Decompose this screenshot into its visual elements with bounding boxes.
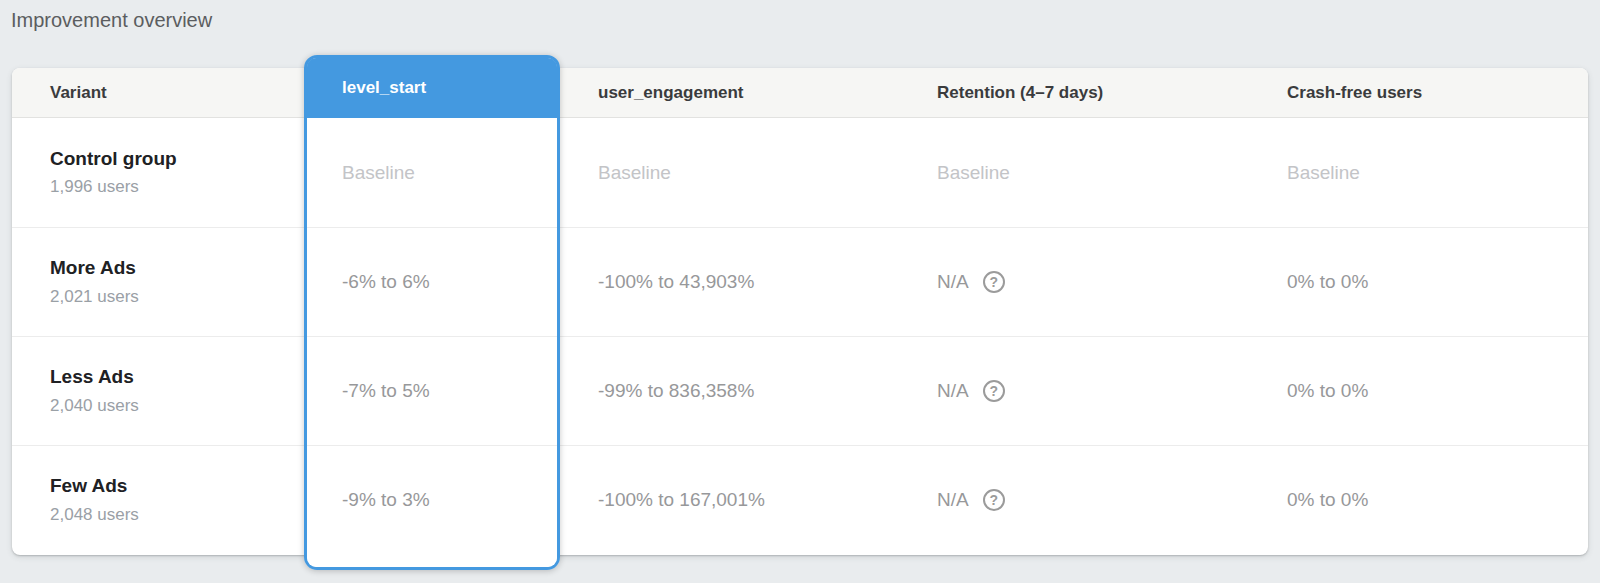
level-start-value: -9% to 3% [342, 489, 430, 511]
level-start-value: -7% to 5% [342, 380, 430, 402]
user-engagement-value: Baseline [598, 162, 671, 184]
retention-cell: Baseline [899, 118, 1249, 227]
crash-free-users-value: 0% to 0% [1287, 380, 1368, 402]
user-engagement-cell: Baseline [560, 118, 899, 227]
retention-value: N/A [937, 271, 969, 293]
level-start-cell: -7% to 5% [304, 337, 560, 445]
help-icon[interactable]: ? [983, 489, 1005, 511]
variant-user-count: 2,040 users [50, 396, 139, 416]
retention-value: Baseline [937, 162, 1010, 184]
crash-free-users-value: Baseline [1287, 162, 1360, 184]
table-header-row: Variant user_engagement Retention (4–7 d… [12, 68, 1588, 118]
help-icon[interactable]: ? [983, 380, 1005, 402]
highlight-column-footer [307, 555, 557, 567]
level-start-value: -6% to 6% [342, 271, 430, 293]
table-row: More Ads 2,021 users -6% to 6% -100% to … [12, 227, 1588, 336]
table-row: Control group 1,996 users Baseline Basel… [12, 118, 1588, 227]
column-header-variant: Variant [12, 68, 304, 117]
column-header-level-start-label: level_start [342, 78, 426, 98]
retention-cell: N/A ? [899, 446, 1249, 554]
variant-cell: Less Ads 2,040 users [12, 337, 304, 445]
crash-free-users-cell: Baseline [1249, 118, 1588, 227]
level-start-cell: -6% to 6% [304, 228, 560, 336]
column-header-crash-free-users[interactable]: Crash-free users [1249, 68, 1588, 117]
variant-user-count: 1,996 users [50, 177, 139, 197]
retention-value: N/A [937, 380, 969, 402]
variant-user-count: 2,048 users [50, 505, 139, 525]
table-row: Few Ads 2,048 users -9% to 3% -100% to 1… [12, 445, 1588, 554]
variant-name: Control group [50, 148, 177, 171]
column-header-level-start[interactable]: level_start [307, 58, 557, 118]
user-engagement-cell: -100% to 167,001% [560, 446, 899, 554]
crash-free-users-cell: 0% to 0% [1249, 446, 1588, 554]
user-engagement-cell: -99% to 836,358% [560, 337, 899, 445]
level-start-cell: -9% to 3% [304, 446, 560, 554]
column-header-retention[interactable]: Retention (4–7 days) [899, 68, 1249, 117]
retention-cell: N/A ? [899, 337, 1249, 445]
level-start-cell: Baseline [304, 118, 560, 227]
user-engagement-value: -100% to 43,903% [598, 271, 754, 293]
crash-free-users-cell: 0% to 0% [1249, 337, 1588, 445]
crash-free-users-value: 0% to 0% [1287, 271, 1368, 293]
user-engagement-value: -100% to 167,001% [598, 489, 765, 511]
column-header-user-engagement[interactable]: user_engagement [560, 68, 899, 117]
retention-value: N/A [937, 489, 969, 511]
user-engagement-cell: -100% to 43,903% [560, 228, 899, 336]
variant-user-count: 2,021 users [50, 287, 139, 307]
variant-cell: Control group 1,996 users [12, 118, 304, 227]
crash-free-users-cell: 0% to 0% [1249, 228, 1588, 336]
variant-name: More Ads [50, 257, 136, 280]
page-title: Improvement overview [11, 9, 212, 32]
table-row: Less Ads 2,040 users -7% to 5% -99% to 8… [12, 336, 1588, 445]
improvement-overview-table: Variant user_engagement Retention (4–7 d… [12, 68, 1588, 555]
level-start-value: Baseline [342, 162, 415, 184]
crash-free-users-value: 0% to 0% [1287, 489, 1368, 511]
variant-name: Few Ads [50, 475, 127, 498]
variant-cell: Few Ads 2,048 users [12, 446, 304, 554]
variant-cell: More Ads 2,021 users [12, 228, 304, 336]
help-icon[interactable]: ? [983, 271, 1005, 293]
user-engagement-value: -99% to 836,358% [598, 380, 754, 402]
variant-name: Less Ads [50, 366, 134, 389]
retention-cell: N/A ? [899, 228, 1249, 336]
